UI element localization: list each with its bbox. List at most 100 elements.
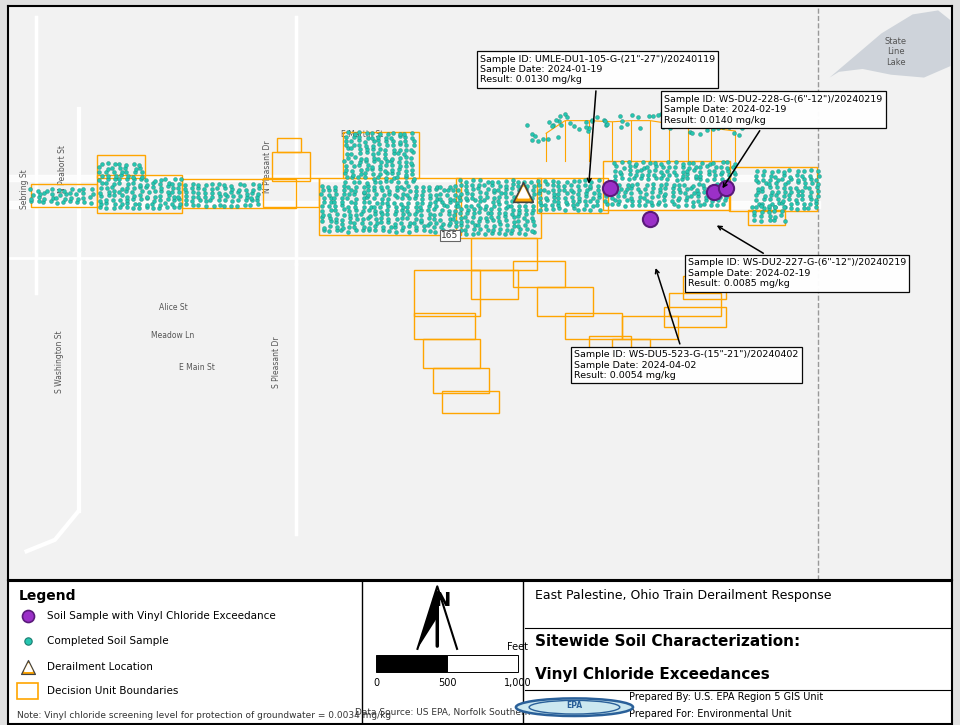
Point: [132, 181, 148, 193]
Point: [244, 192, 259, 204]
Point: [632, 199, 647, 211]
Point: [674, 118, 689, 130]
Point: [392, 160, 407, 172]
Point: [427, 225, 443, 237]
Point: [316, 222, 331, 233]
Point: [167, 173, 182, 184]
Point: [797, 177, 812, 189]
Point: [448, 220, 464, 232]
Point: [184, 183, 200, 194]
Point: [468, 195, 483, 207]
Point: [179, 199, 194, 210]
Point: [548, 114, 564, 125]
Point: [464, 200, 479, 212]
Point: [347, 188, 362, 200]
Point: [367, 220, 382, 232]
Point: [435, 204, 450, 215]
Text: Meadow Ln: Meadow Ln: [152, 331, 195, 341]
Point: [128, 167, 143, 178]
Point: [525, 184, 540, 196]
Point: [375, 221, 391, 233]
Point: [213, 191, 228, 202]
Point: [414, 216, 429, 228]
Point: [777, 201, 792, 212]
Point: [422, 189, 438, 201]
Point: [367, 205, 382, 217]
Point: [161, 189, 177, 201]
Point: [336, 180, 351, 191]
Point: [639, 161, 655, 173]
Point: [692, 128, 708, 140]
Point: [387, 144, 402, 155]
Point: [686, 165, 702, 176]
Point: [713, 169, 729, 181]
Point: [440, 201, 455, 212]
Point: [445, 213, 461, 225]
Point: [112, 201, 128, 212]
Point: [645, 109, 660, 121]
Point: [336, 209, 351, 220]
Point: [559, 188, 574, 199]
Point: [519, 180, 535, 191]
Point: [366, 155, 381, 167]
Point: [408, 189, 423, 201]
Point: [652, 186, 667, 197]
Point: [707, 186, 722, 198]
Point: [314, 181, 329, 192]
Point: [211, 188, 227, 199]
Point: [518, 215, 534, 227]
Point: [428, 189, 444, 201]
Point: [421, 212, 437, 224]
Point: [745, 202, 760, 213]
Point: [764, 198, 780, 210]
Point: [485, 215, 500, 226]
Point: [471, 215, 487, 226]
Point: [454, 212, 469, 224]
Point: [771, 194, 786, 205]
Point: [134, 171, 150, 183]
Point: [660, 165, 675, 176]
Point: [746, 215, 761, 226]
Point: [607, 165, 622, 176]
Text: 500: 500: [438, 678, 456, 688]
Point: [540, 186, 555, 198]
Point: [216, 179, 231, 191]
Point: [198, 179, 213, 191]
Point: [179, 186, 194, 197]
Point: [348, 185, 363, 196]
Point: [360, 132, 375, 144]
Point: [808, 201, 824, 212]
Point: [380, 216, 396, 228]
Point: [498, 175, 514, 186]
Point: [236, 179, 252, 191]
Point: [408, 192, 423, 204]
Text: Prepared By: U.S. EPA Region 5 GIS Unit: Prepared By: U.S. EPA Region 5 GIS Unit: [629, 692, 824, 703]
Point: [367, 184, 382, 196]
Point: [658, 182, 673, 194]
Point: [361, 204, 376, 216]
Point: [774, 210, 789, 221]
Point: [545, 179, 561, 191]
Text: N Peabort St: N Peabort St: [58, 146, 67, 194]
Point: [36, 193, 52, 204]
Point: [557, 180, 572, 191]
Point: [527, 130, 542, 141]
Point: [421, 184, 437, 196]
Bar: [664, 307, 726, 328]
Polygon shape: [418, 587, 437, 649]
Bar: [470, 270, 517, 299]
Point: [612, 195, 627, 207]
Point: [377, 148, 393, 160]
Point: [351, 134, 367, 146]
Point: [315, 210, 330, 221]
Point: [666, 120, 682, 131]
Point: [545, 175, 561, 187]
Point: [625, 195, 640, 207]
Point: [558, 196, 573, 208]
Point: [459, 180, 474, 191]
Point: [341, 188, 356, 199]
Point: [586, 200, 601, 212]
Point: [389, 191, 404, 203]
Point: [665, 182, 681, 194]
Point: [545, 184, 561, 196]
